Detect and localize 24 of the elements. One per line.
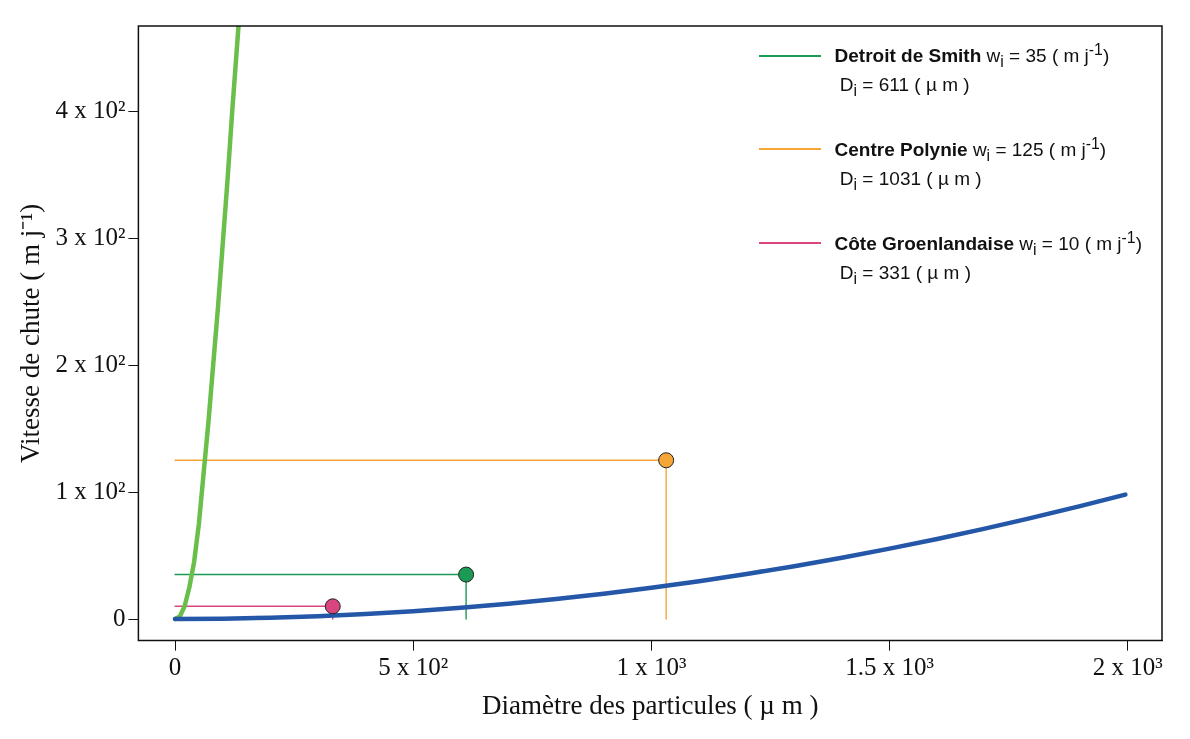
annotation: w$_{i}$ = 125 ( m j$^{-1}$) bbox=[972, 133, 1107, 167]
y-tick-label: 3 x 10² bbox=[55, 222, 126, 250]
x-tick-label: 1 x 10³ bbox=[616, 653, 687, 681]
legend-label: Côte Groenlandaise bbox=[834, 231, 1015, 255]
legend-label: Centre Polynie bbox=[834, 138, 968, 161]
y-tick-label: 1 x 10² bbox=[55, 476, 126, 504]
y-tick-label: 4 x 10² bbox=[55, 95, 126, 123]
y-axis-title: Vitesse de chute ( m j⁻¹) bbox=[15, 203, 46, 463]
point bbox=[658, 452, 675, 469]
annotation: D$_{i}$ = 331 ( µ m ) bbox=[839, 261, 971, 287]
annotation: D$_{i}$ = 611 ( µ m ) bbox=[839, 74, 970, 99]
annotation: w$_{i}$ = 10 ( m j$^{-1}$) bbox=[1019, 227, 1142, 260]
x-axis-title: Diamètre des particules ( µ m ) bbox=[481, 689, 819, 720]
x-tick-label: 2 x 10³ bbox=[1092, 653, 1164, 681]
annotation: w$_{i}$ = 35 ( m j$^{-1}$) bbox=[986, 40, 1110, 73]
point bbox=[458, 566, 475, 583]
y-tick-label: 0 bbox=[112, 603, 126, 631]
point bbox=[324, 598, 341, 615]
legend-label: Detroit de Smith bbox=[834, 44, 982, 68]
x-tick-label: 1.5 x 10³ bbox=[845, 653, 935, 681]
x-tick-label: 5 x 10² bbox=[378, 653, 449, 681]
x-tick-label: 0 bbox=[168, 653, 182, 681]
annotation: D$_{i}$ = 1031 ( µ m ) bbox=[839, 168, 982, 193]
y-tick-label: 2 x 10² bbox=[55, 349, 126, 377]
